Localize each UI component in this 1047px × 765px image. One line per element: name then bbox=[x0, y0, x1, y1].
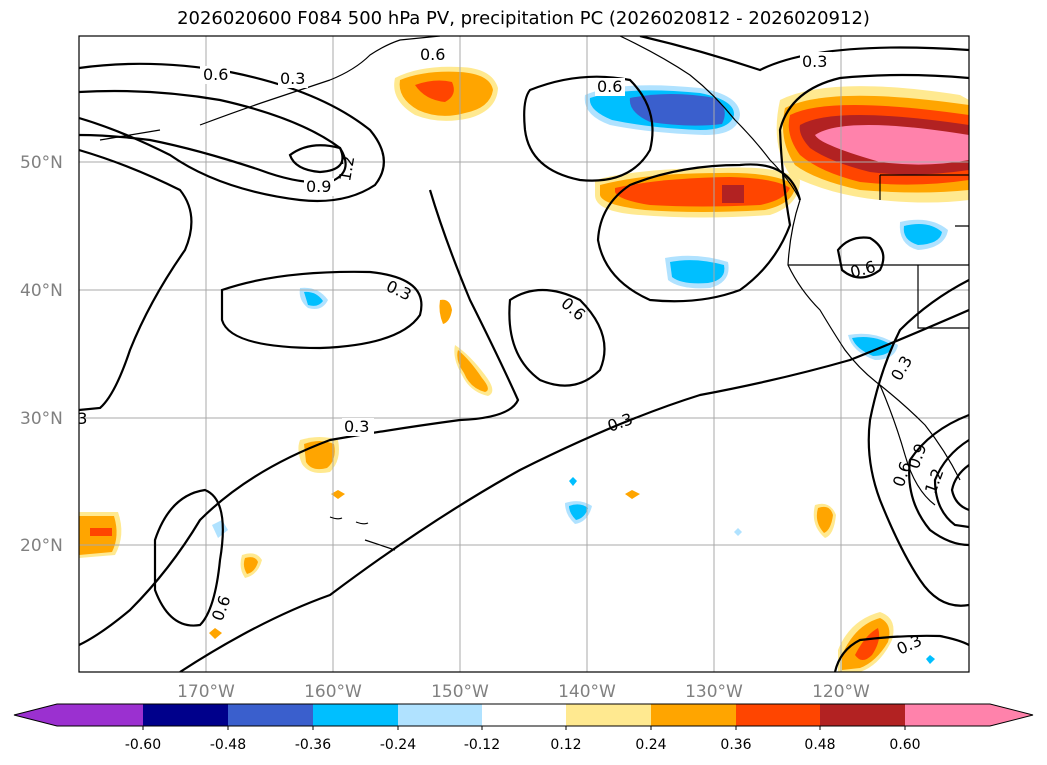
longitude-labels: 170°W 160°W 150°W 140°W 130°W 120°W bbox=[177, 682, 870, 702]
colorbar-segment bbox=[482, 704, 566, 726]
contour-label-c03-nw: 0.3 bbox=[280, 69, 305, 88]
colorbar-tick-label: 0.48 bbox=[804, 737, 835, 753]
contour-label-c03-ne: 0.3 bbox=[802, 52, 827, 71]
contour-label-c12: 1.2 bbox=[335, 154, 358, 182]
colorbar-tick-label: -0.24 bbox=[380, 737, 416, 753]
lat-label-40n: 40°N bbox=[20, 281, 63, 301]
colorbar-tick-label: -0.48 bbox=[210, 737, 246, 753]
colorbar-tick-label: -0.36 bbox=[295, 737, 331, 753]
precip-negative-shading bbox=[212, 85, 948, 664]
colorbar-segment bbox=[905, 704, 990, 726]
contour-label-c03-sw: 0.3 bbox=[344, 417, 369, 436]
lon-label-170w: 170°W bbox=[177, 682, 235, 702]
colorbar-outline bbox=[13, 703, 1034, 727]
latitude-labels: 50°N 40°N 30°N 20°N bbox=[20, 153, 63, 556]
colorbar-segment bbox=[143, 704, 228, 726]
colorbar-segment bbox=[57, 704, 143, 726]
colorbar-segment bbox=[313, 704, 398, 726]
colorbar-segment bbox=[820, 704, 905, 726]
colorbar: -0.60 -0.48 -0.36 -0.24 -0.12 0.12 0.24 … bbox=[13, 703, 1034, 753]
lat-label-30n: 30°N bbox=[20, 409, 63, 429]
lon-label-160w: 160°W bbox=[304, 682, 362, 702]
lat-label-50n: 50°N bbox=[20, 153, 63, 173]
map-title: 2026020600 F084 500 hPa PV, precipitatio… bbox=[177, 8, 870, 29]
colorbar-segment bbox=[398, 704, 482, 726]
colorbar-left-extend bbox=[14, 704, 57, 726]
contour-label-c06-top: 0.6 bbox=[420, 45, 445, 64]
lon-label-120w: 120°W bbox=[812, 682, 870, 702]
contour-label-c09: 0.9 bbox=[306, 177, 331, 196]
lon-label-150w: 150°W bbox=[431, 682, 489, 702]
lon-label-130w: 130°W bbox=[685, 682, 743, 702]
colorbar-segment bbox=[651, 704, 736, 726]
lat-label-20n: 20°N bbox=[20, 536, 63, 556]
contour-label-c06-pacnw: 0.6 bbox=[597, 77, 622, 96]
pv-contours bbox=[79, 36, 969, 672]
colorbar-tick-label: 0.24 bbox=[635, 737, 666, 753]
precip-positive-shading bbox=[79, 66, 969, 672]
colorbar-tick-label: -0.12 bbox=[464, 737, 500, 753]
colorbar-segment bbox=[228, 704, 313, 726]
colorbar-right-extend bbox=[990, 704, 1033, 726]
contour-label-c03-west: 0.3 bbox=[62, 409, 87, 428]
colorbar-tick-label: 0.12 bbox=[550, 737, 581, 753]
plot-frame bbox=[78, 35, 970, 673]
colorbar-tick-label: 0.36 bbox=[720, 737, 751, 753]
graticule bbox=[79, 36, 969, 672]
colorbar-tick-label: 0.60 bbox=[889, 737, 920, 753]
colorbar-segment bbox=[566, 704, 651, 726]
colorbar-tick-label: -0.60 bbox=[125, 737, 161, 753]
contour-labels: 0.6 0.3 0.9 1.2 0.6 0.6 0.3 0.3 0.6 0.3 … bbox=[62, 45, 947, 659]
lon-label-140w: 140°W bbox=[558, 682, 616, 702]
colorbar-segment bbox=[736, 704, 820, 726]
contour-label-c06-nw: 0.6 bbox=[203, 65, 228, 84]
